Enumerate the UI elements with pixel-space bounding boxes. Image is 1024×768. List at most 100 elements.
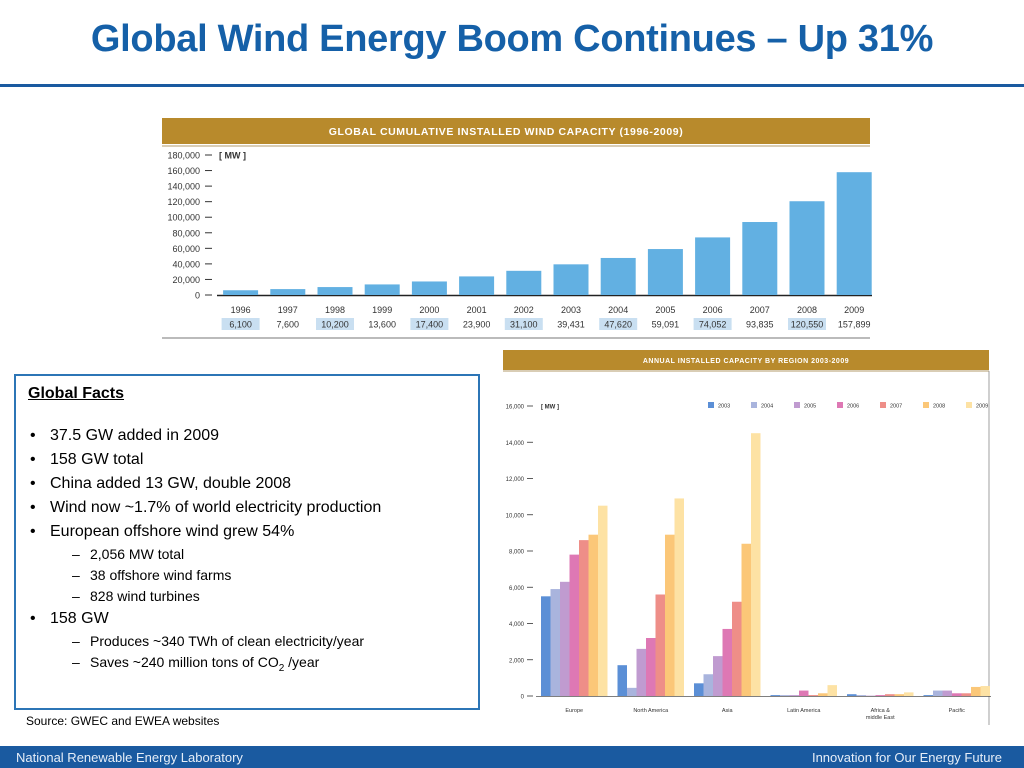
value-label: 6,100: [229, 320, 252, 330]
y-tick-label: 120,000: [167, 197, 200, 207]
y-tick-label: 180,000: [167, 151, 200, 161]
y-tick-label: 8,000: [509, 550, 525, 556]
bar-1997: [270, 289, 306, 295]
legend-swatch-2004: [751, 402, 757, 408]
bar-pacific-2005: [942, 690, 952, 696]
y-tick-label: 20,000: [172, 275, 200, 285]
legend-swatch-2006: [837, 402, 843, 408]
bar-2006: [695, 237, 731, 295]
bar-latin-america-2006: [799, 690, 809, 696]
bar-pacific-2008: [971, 686, 981, 696]
bar-europe-2004: [550, 589, 560, 696]
fact-bullet: 158 GW: [28, 607, 466, 631]
x-tick-label: 2004: [608, 305, 628, 315]
value-label: 93,835: [746, 320, 774, 330]
legend-label: 2006: [847, 404, 859, 410]
chart-title: GLOBAL CUMULATIVE INSTALLED WIND CAPACIT…: [329, 126, 684, 138]
footer-bar: National Renewable Energy Laboratory Inn…: [0, 746, 1024, 768]
x-tick-label: middle East: [866, 715, 895, 721]
legend-label: 2009: [976, 404, 988, 410]
y-tick-label: 40,000: [172, 259, 200, 269]
bar-pacific-2007: [961, 693, 971, 696]
bar-north-america-2004: [627, 687, 637, 696]
bar-asia-2004: [703, 674, 713, 696]
x-tick-label: North America: [633, 708, 669, 714]
y-tick-label: 2,000: [509, 658, 525, 664]
x-tick-label: 1996: [231, 305, 251, 315]
value-label: 120,550: [791, 320, 824, 330]
x-tick-label: Latin America: [787, 708, 821, 714]
y-tick-label: 0: [195, 291, 200, 301]
source-note: Source: GWEC and EWEA websites: [26, 714, 220, 728]
value-label: 74,052: [699, 320, 727, 330]
chart-title: ANNUAL INSTALLED CAPACITY BY REGION 2003…: [643, 358, 849, 365]
x-tick-label: Africa &: [871, 708, 891, 714]
bar-2007: [742, 222, 778, 295]
y-tick-label: 60,000: [172, 244, 200, 254]
x-tick-label: 1999: [372, 305, 392, 315]
footer-tagline: Innovation for Our Energy Future: [811, 750, 1002, 765]
x-tick-label: 2005: [655, 305, 675, 315]
fact-sub-bullet: 38 offshore wind farms: [28, 565, 466, 586]
value-highlight: [221, 318, 260, 330]
fact-sub-bullet: Produces ~340 TWh of clean electricity/y…: [28, 631, 466, 652]
fact-sub-bullet: 828 wind turbines: [28, 586, 466, 607]
value-highlight: [693, 318, 732, 330]
y-tick-label: 0: [521, 695, 525, 701]
bar-north-america-2005: [636, 648, 646, 696]
bar-europe-2003: [541, 596, 551, 696]
bar-asia-2003: [694, 683, 704, 696]
bar-2005: [647, 249, 683, 295]
x-tick-label: 2007: [750, 305, 770, 315]
unit-label: [ MW ]: [541, 405, 559, 411]
bar-europe-2006: [569, 554, 579, 696]
bar-2008: [789, 201, 825, 295]
facts-heading: Global Facts: [28, 385, 125, 402]
fact-bullet: European offshore wind grew 54%: [28, 520, 466, 544]
cumulative-capacity-chart: GLOBAL CUMULATIVE INSTALLED WIND CAPACIT…: [162, 118, 872, 339]
legend-swatch-2008: [923, 402, 929, 408]
legend-swatch-2003: [708, 402, 714, 408]
bar-latin-america-2007: [808, 695, 818, 696]
y-tick-label: 80,000: [172, 228, 200, 238]
value-label: 13,600: [368, 320, 396, 330]
bar-latin-america-2003: [770, 695, 780, 696]
bar-north-america-2008: [665, 534, 675, 696]
bar-asia-2009: [751, 433, 761, 696]
bar-1996: [223, 290, 259, 295]
bar-2002: [506, 270, 542, 295]
value-highlight: [316, 318, 354, 330]
x-tick-label: Asia: [722, 708, 734, 714]
bar-africa-middle-east-2006: [875, 695, 885, 696]
value-highlight: [788, 318, 826, 330]
global-facts-box: Global Facts 37.5 GW added in 2009 158 G…: [14, 374, 480, 710]
bar-north-america-2009: [674, 498, 684, 696]
legend-label: 2005: [804, 404, 816, 410]
bar-africa-middle-east-2009: [904, 692, 914, 696]
bar-north-america-2006: [646, 638, 656, 696]
x-tick-label: 2002: [514, 305, 534, 315]
value-label: 59,091: [652, 320, 680, 330]
y-tick-label: 6,000: [509, 586, 525, 592]
value-label: 23,900: [463, 320, 491, 330]
fact-sub-bullet-co2: Saves ~240 million tons of CO2 /year: [28, 652, 466, 679]
bar-asia-2006: [722, 628, 732, 696]
legend-label: 2007: [890, 404, 902, 410]
x-tick-label: 2003: [561, 305, 581, 315]
bar-latin-america-2005: [789, 695, 799, 696]
value-highlight: [599, 318, 638, 330]
bar-asia-2008: [741, 543, 751, 696]
legend-swatch-2007: [880, 402, 886, 408]
y-tick-label: 14,000: [506, 441, 525, 447]
bar-latin-america-2008: [818, 693, 828, 696]
bar-1999: [364, 284, 400, 295]
y-tick-label: 12,000: [506, 477, 525, 483]
bar-asia-2005: [713, 656, 723, 696]
bar-pacific-2004: [933, 690, 943, 696]
value-label: 7,600: [277, 320, 300, 330]
x-tick-label: 2000: [419, 305, 439, 315]
bar-north-america-2003: [617, 665, 627, 696]
value-highlight: [504, 318, 543, 330]
x-tick-label: 2009: [844, 305, 864, 315]
legend-label: 2008: [933, 404, 945, 410]
